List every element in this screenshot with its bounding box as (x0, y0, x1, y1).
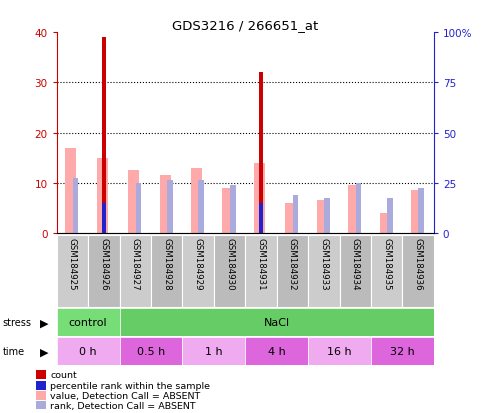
Text: 0.5 h: 0.5 h (137, 347, 165, 356)
Bar (199, 181, 204, 233)
Bar (136, 183, 141, 233)
Bar (167, 181, 173, 233)
Bar (259, 203, 263, 233)
Text: GSM184929: GSM184929 (194, 237, 203, 290)
Bar (308, 235, 340, 308)
Bar (293, 196, 298, 233)
Text: 4 h: 4 h (268, 347, 285, 356)
Text: GSM184935: GSM184935 (382, 237, 391, 290)
Bar (411, 191, 422, 233)
Bar (97, 158, 108, 233)
Bar (230, 186, 236, 233)
Text: GSM184936: GSM184936 (414, 237, 423, 290)
Text: NaCl: NaCl (264, 318, 290, 328)
Bar (191, 168, 202, 233)
Bar (348, 186, 359, 233)
Bar (57, 235, 88, 308)
Bar (88, 235, 119, 308)
Bar (277, 235, 308, 308)
Bar (371, 337, 434, 366)
Text: value, Detection Call = ABSENT: value, Detection Call = ABSENT (50, 391, 200, 400)
Bar (317, 201, 328, 233)
Bar (182, 235, 214, 308)
Text: 16 h: 16 h (327, 347, 352, 356)
Bar (371, 235, 402, 308)
Bar (160, 176, 171, 233)
Bar (285, 203, 296, 233)
Text: percentile rank within the sample: percentile rank within the sample (50, 381, 210, 390)
Text: GSM184925: GSM184925 (68, 237, 77, 290)
Text: GSM184927: GSM184927 (131, 237, 140, 290)
Bar (151, 235, 182, 308)
Bar (245, 337, 308, 366)
Bar (119, 309, 434, 337)
Text: GSM184930: GSM184930 (225, 237, 234, 290)
Bar (57, 337, 119, 366)
Bar (119, 337, 182, 366)
Text: 32 h: 32 h (390, 347, 415, 356)
Title: GDS3216 / 266651_at: GDS3216 / 266651_at (172, 19, 318, 32)
Bar (73, 178, 78, 233)
Bar (402, 235, 434, 308)
Text: count: count (50, 370, 77, 380)
Bar (36, 381, 46, 390)
Bar (36, 370, 46, 380)
Bar (102, 38, 106, 233)
Text: time: time (2, 347, 25, 356)
Text: stress: stress (2, 318, 32, 328)
Bar (66, 148, 76, 233)
Bar (380, 213, 390, 233)
Bar (128, 171, 139, 233)
Bar (254, 163, 265, 233)
Bar (259, 73, 263, 233)
Bar (324, 198, 330, 233)
Text: 1 h: 1 h (205, 347, 223, 356)
Bar (36, 391, 46, 400)
Text: ▶: ▶ (40, 347, 48, 356)
Bar (214, 235, 246, 308)
Bar (308, 337, 371, 366)
Bar (36, 401, 46, 411)
Bar (182, 337, 245, 366)
Bar (119, 235, 151, 308)
Bar (340, 235, 371, 308)
Bar (57, 309, 119, 337)
Bar (387, 198, 392, 233)
Text: GSM184934: GSM184934 (351, 237, 360, 290)
Bar (419, 188, 424, 233)
Bar (245, 235, 277, 308)
Text: GSM184933: GSM184933 (319, 237, 328, 290)
Text: GSM184928: GSM184928 (162, 237, 171, 290)
Text: 0 h: 0 h (79, 347, 97, 356)
Bar (102, 203, 106, 233)
Text: ▶: ▶ (40, 318, 48, 328)
Bar (222, 188, 234, 233)
Text: GSM184931: GSM184931 (256, 237, 266, 290)
Text: rank, Detection Call = ABSENT: rank, Detection Call = ABSENT (50, 401, 196, 411)
Text: GSM184932: GSM184932 (288, 237, 297, 290)
Bar (355, 183, 361, 233)
Text: control: control (69, 318, 107, 328)
Text: GSM184926: GSM184926 (99, 237, 108, 290)
